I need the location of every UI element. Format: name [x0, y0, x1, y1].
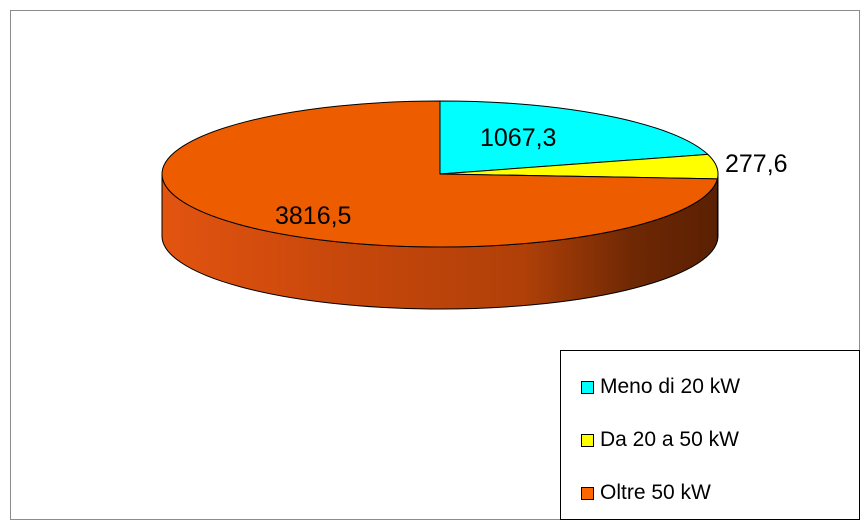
legend-label: Meno di 20 kW: [600, 375, 741, 398]
legend-swatch-cyan: [581, 380, 594, 394]
legend-label: Oltre 50 kW: [600, 481, 711, 504]
legend-swatch-orange: [581, 486, 594, 500]
legend-item-da-20-a-50-kw: Da 20 a 50 kW: [581, 425, 739, 455]
legend-item-oltre-50-kw: Oltre 50 kW: [581, 478, 711, 508]
data-label-1: 277,6: [725, 150, 788, 178]
legend-swatch-yellow: [581, 433, 594, 447]
pie-slice-2: [161, 100, 719, 248]
pie-slice-0: [439, 100, 709, 175]
legend-label: Da 20 a 50 kW: [600, 428, 739, 451]
legend: Meno di 20 kW Da 20 a 50 kW Oltre 50 kW: [560, 350, 860, 520]
data-label-2: 3816,5: [275, 202, 351, 230]
legend-item-meno-di-20-kw: Meno di 20 kW: [581, 372, 740, 402]
data-label-0: 1067,3: [480, 124, 556, 152]
